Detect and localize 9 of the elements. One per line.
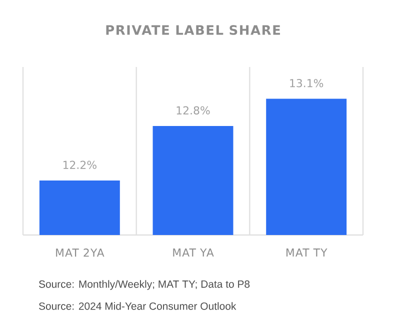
- chart-title: PRIVATE LABEL SHARE: [106, 25, 280, 35]
- data-label: 13.1%: [290, 78, 324, 88]
- x-tick-label: MAT TY: [286, 248, 328, 257]
- x-tick-label: MAT 2YA: [56, 248, 104, 257]
- x-tick-label: MAT YA: [173, 248, 214, 257]
- source-note: Source: Monthly/Weekly; MAT TY; Data to P8: [38, 280, 250, 290]
- data-label: 12.2%: [63, 160, 96, 169]
- data-label: 12.8%: [176, 106, 210, 115]
- source-note: Source: 2024 Mid-Year Consumer Outlook: [38, 302, 236, 310]
